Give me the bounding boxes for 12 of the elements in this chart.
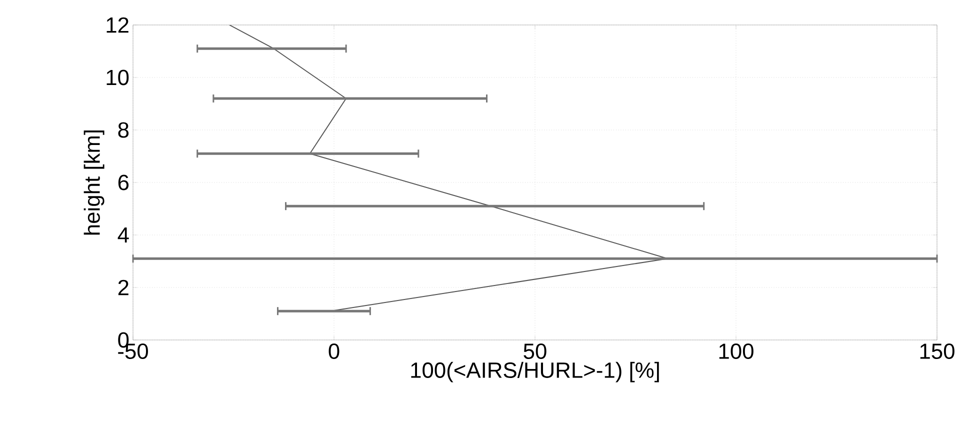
y-tick-label: 6: [118, 174, 129, 190]
y-tick-label: 4: [118, 227, 129, 243]
y-tick-label: 12: [106, 17, 128, 33]
y-tick-label: 8: [118, 122, 129, 138]
x-tick-label: 50: [524, 343, 546, 360]
y-axis-title: height [km]: [84, 130, 104, 235]
y-tick-label: 10: [106, 70, 129, 86]
x-axis-title: 100(<AIRS/HURL>-1) [%]: [411, 362, 659, 382]
x-tick-label: 100: [719, 343, 754, 360]
y-tick-label: 2: [118, 280, 128, 296]
x-tick-label: 150: [920, 343, 954, 360]
x-tick-label: 0: [328, 343, 340, 360]
